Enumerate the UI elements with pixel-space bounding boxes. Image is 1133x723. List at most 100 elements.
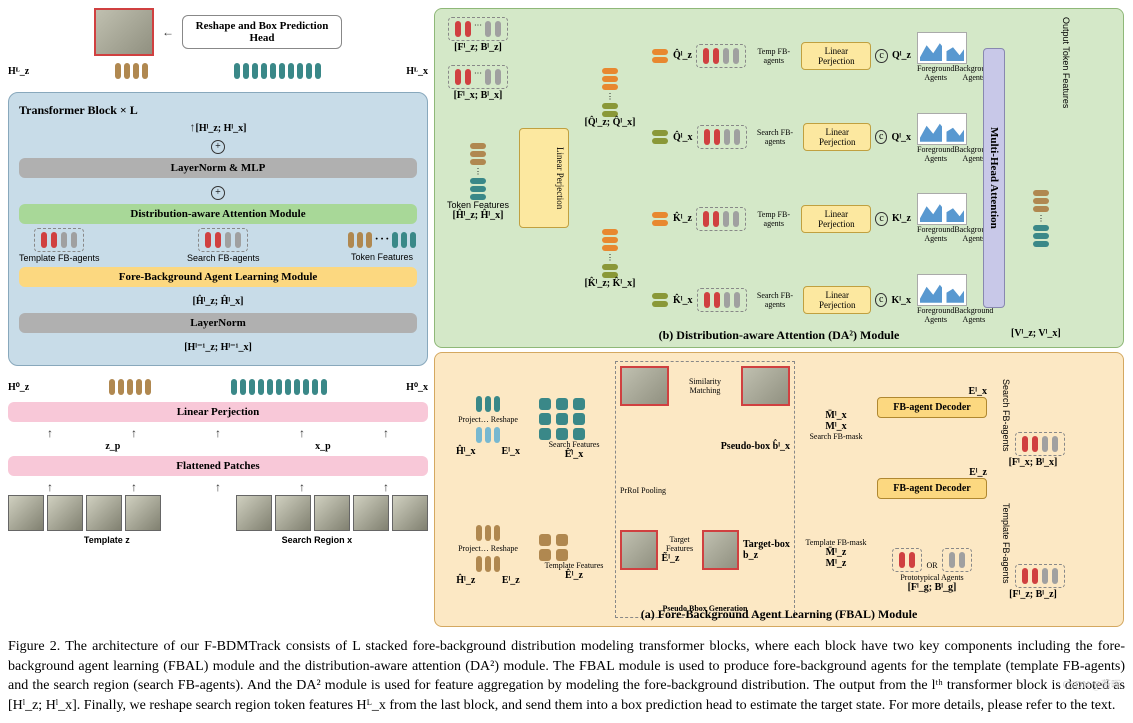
layernorm-layer: LayerNorm: [19, 313, 417, 333]
outx-label: [Fˡ_x; Bˡ_x]: [993, 457, 1073, 468]
reshape-label: Reshape: [491, 415, 518, 424]
search-patch: [392, 495, 428, 531]
search-mask-label: Search FB-mask: [801, 432, 871, 441]
figure-caption: Figure 2. The architecture of our F-BDMT…: [8, 637, 1125, 715]
template-patch: [47, 495, 83, 531]
flatten-layer: Flattened Patches: [8, 456, 428, 476]
template-z-label: Template z: [84, 535, 130, 545]
qz-label: Q̂ˡ_z: [673, 50, 692, 61]
temp-fb-label: Temp FB-agents: [750, 47, 797, 65]
token-features-label: Token Features: [347, 252, 417, 262]
fbal-module-panel: Project… Reshape Ĥˡ_xEˡ_x Project… Resha…: [434, 352, 1124, 627]
input-tokens-x: [230, 379, 328, 395]
mha-box: Multi-Head Attention: [983, 48, 1005, 308]
kx-tok: [651, 293, 669, 307]
out-x-tokens: [1015, 432, 1065, 456]
search-feat-label: Search Features: [539, 440, 609, 449]
linear-projection-layer: Linear Perjection: [8, 402, 428, 422]
out-qz: Qˡ_z: [892, 50, 911, 61]
temp-fb-2: [696, 207, 746, 231]
concat-icon: c: [875, 293, 887, 307]
out-qx: Qˡ_x: [891, 132, 911, 143]
output-tokens: ⋮: [1011, 190, 1071, 247]
search-fb-label: Search FB-agents: [751, 128, 800, 146]
side-search-label: Search FB-agents: [1001, 379, 1011, 452]
sim-label: Similarity Matching: [673, 377, 737, 395]
template-fb-label: Template FB-agents: [19, 253, 100, 263]
search-fb-tokens: [198, 228, 248, 252]
ex-label: Eˡ_x: [502, 446, 520, 457]
fb-x-tokens: ···: [448, 65, 508, 89]
dist-chart: [917, 193, 967, 225]
h-lx-label: Hᴸ_x: [406, 66, 428, 77]
ezprime-label: Eˡ_z: [877, 467, 987, 478]
da-title: (b) Distribution-aware Attention (DA²) M…: [435, 328, 1123, 343]
xp-label: x_p: [315, 441, 331, 452]
search-x-label: Search Region x: [282, 535, 353, 545]
out-tokens-label: Output Token Features: [1011, 17, 1071, 108]
search-fb-label: Search FB-agents: [187, 253, 260, 263]
kz-tok: [651, 212, 669, 226]
out-z-tokens: [1015, 564, 1065, 588]
prev-formula: [Hˡ⁻¹_z; Hˡ⁻¹_x]: [184, 342, 252, 353]
hz-label: Ĥˡ_z: [456, 575, 475, 586]
ehatx-label: Ê̂ˡ_x: [539, 449, 609, 460]
temp-fb-label2: Temp FB-agents: [750, 210, 797, 228]
search-feat-grid: [539, 398, 609, 440]
fg-label: Foreground Agents: [917, 64, 954, 82]
caption-text: The architecture of our F-BDMTrack consi…: [8, 639, 1125, 713]
hidden-formula: [Ĥˡ_z; Ĥˡ_x]: [192, 296, 243, 307]
hz-tokens: [443, 525, 533, 541]
dist-chart: [917, 113, 967, 145]
template-feat-grid: [539, 534, 609, 561]
ez-tokens: [443, 556, 533, 572]
search-patch: [314, 495, 350, 531]
or-label: OR: [926, 561, 937, 570]
fb-z-tokens: ···: [448, 17, 508, 41]
linproj-4: Linear Perjection: [803, 286, 871, 314]
mz: Mˡ_z: [801, 558, 871, 569]
search-fb-2: [697, 288, 747, 312]
zp-label: z_p: [105, 441, 120, 452]
token-features-vert: ⋮: [443, 143, 513, 200]
kz-label: K̂ˡ_z: [673, 213, 692, 224]
fg-label: Foreground Agents: [917, 145, 954, 163]
pseudo-thumb: [741, 366, 790, 406]
qq-label: [Q̂ˡ_z; Q̂ˡ_x]: [575, 117, 645, 128]
target-thumb: [620, 530, 658, 570]
search-patch: [236, 495, 272, 531]
mx: Mˡ_x: [801, 421, 871, 432]
fb2-label: [Fˡ_x; Bˡ_x]: [443, 90, 513, 101]
prediction-head-box: Reshape and Box Prediction Head: [182, 15, 342, 49]
k-tokens: ⋮: [575, 229, 645, 278]
decoder-x: FB-agent Decoder: [877, 397, 987, 418]
proto-tokens: [892, 548, 922, 572]
exprime-label: Eˡ_x: [877, 386, 987, 397]
qx-tok: [651, 130, 669, 144]
add-icon: +: [211, 140, 225, 154]
output-image-thumb: [94, 8, 154, 56]
linproj-1: Linear Perjection: [801, 42, 871, 70]
concat-icon: c: [875, 212, 888, 226]
out-kz: Kˡ_z: [892, 213, 911, 224]
dist-chart: [917, 32, 967, 64]
template-patch: [125, 495, 161, 531]
ehatz-label: Êˡ_z: [539, 570, 609, 581]
arrow-icon: ←: [162, 25, 174, 40]
reshape-label2: Reshape: [491, 544, 518, 553]
proto-label: Prototypical Agents: [877, 573, 987, 582]
project-label2: Project: [458, 544, 481, 553]
q-tokens: ⋮: [575, 68, 645, 117]
prpool-label: PrRoI Pooling: [620, 486, 790, 495]
da-attention-layer: Distribution-aware Attention Module: [19, 204, 417, 224]
decoder-z: FB-agent Decoder: [877, 478, 987, 499]
search-patch: [353, 495, 389, 531]
target-feat-label: Target Features: [662, 535, 698, 553]
sim-thumb: [620, 366, 669, 406]
temp-fb-1: [696, 44, 746, 68]
kx-label: K̂ˡ_x: [673, 295, 693, 306]
targetbox-label: Target-box b_z: [743, 539, 790, 561]
proto-tokens2: [942, 548, 972, 572]
linproj-vert: Linear Perjection: [519, 128, 569, 228]
dist-chart: [917, 274, 967, 306]
